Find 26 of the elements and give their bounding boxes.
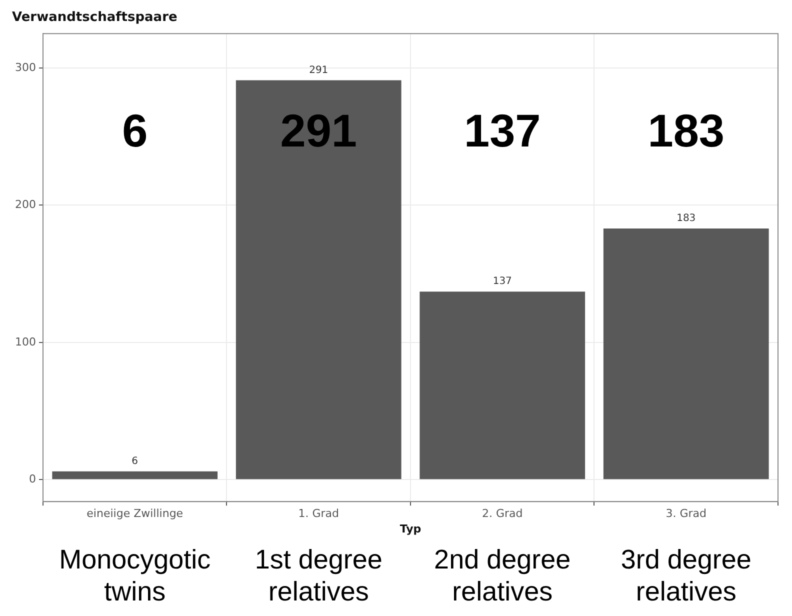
annotation: 6	[122, 104, 148, 156]
data-label: 137	[492, 276, 512, 288]
chart-title: Verwandtschaftspaare	[12, 10, 178, 26]
data-label: 6	[132, 456, 138, 467]
text: 1st degree relatives	[254, 544, 382, 607]
bar	[52, 471, 218, 480]
x-tick-label: 1. Grad	[298, 507, 340, 520]
bar	[603, 228, 769, 480]
x-axis-title: Typ	[400, 522, 422, 536]
x-tick-label: eineiige Zwillinge	[86, 507, 184, 520]
y-tick-label: 300	[14, 60, 36, 74]
text: 3rd degree relatives	[620, 544, 752, 607]
data-label: 183	[676, 213, 696, 224]
bar	[236, 80, 402, 480]
x-tick-label: 3. Grad	[666, 507, 707, 520]
x-tick-label: 2. Grad	[482, 507, 523, 520]
text: 2nd degree relatives	[434, 544, 571, 607]
annotation: 183	[648, 104, 724, 156]
annotation: 291	[309, 64, 328, 76]
text: Monocygotic twins	[59, 544, 211, 607]
y-tick-label: 200	[14, 198, 36, 212]
data-label: 291	[280, 104, 357, 156]
bar	[420, 292, 586, 480]
annotation: 137	[464, 104, 541, 156]
y-tick-label: 0	[28, 472, 36, 486]
y-tick-label: 100	[14, 335, 36, 348]
